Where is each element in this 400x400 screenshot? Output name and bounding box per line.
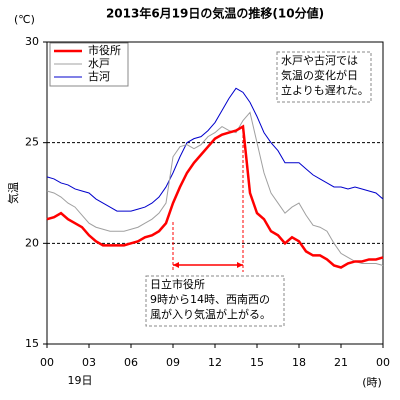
x-tick-label: 09 [166,356,180,369]
x-date: 19日 [68,374,93,387]
x-unit: (時) [362,376,382,389]
annotation-text: 水戸や古河では [281,54,358,67]
x-tick-label: 21 [334,356,348,369]
x-tick-label: 06 [124,356,138,369]
x-tick-label: 15 [250,356,264,369]
annotation-box [276,51,372,103]
annotation-box [145,275,285,327]
series-line [46,111,384,266]
legend-label: 水戸 [88,57,110,70]
x-tick-label: 00 [376,356,390,369]
y-unit: (℃) [14,13,35,26]
legend-label: 市役所 [88,43,121,57]
chart-title: 2013年6月19日の気温の推移(10分値) [106,6,324,21]
y-label: 気温 [6,182,20,204]
annotation-text: 9時から14時、西南西の [150,293,270,306]
annotation-text: 日立市役所 [150,277,205,291]
x-tick-label: 18 [292,356,306,369]
x-tick-label: 03 [82,356,96,369]
y-tick-label: 20 [25,236,39,249]
y-tick-label: 15 [25,337,39,350]
series-line [46,124,384,269]
x-tick-label: 00 [40,356,54,369]
x-tick-label: 12 [208,356,222,369]
annotation-text: 風が入り気温が上がる。 [150,307,271,321]
annotation-text: 気温の変化が日 [281,68,358,82]
legend-label: 古河 [88,70,110,83]
y-tick-label: 30 [25,35,39,48]
annotation-text: 立よりも遅れた。 [281,83,369,97]
y-tick-label: 25 [25,136,39,149]
series-line [46,87,384,212]
